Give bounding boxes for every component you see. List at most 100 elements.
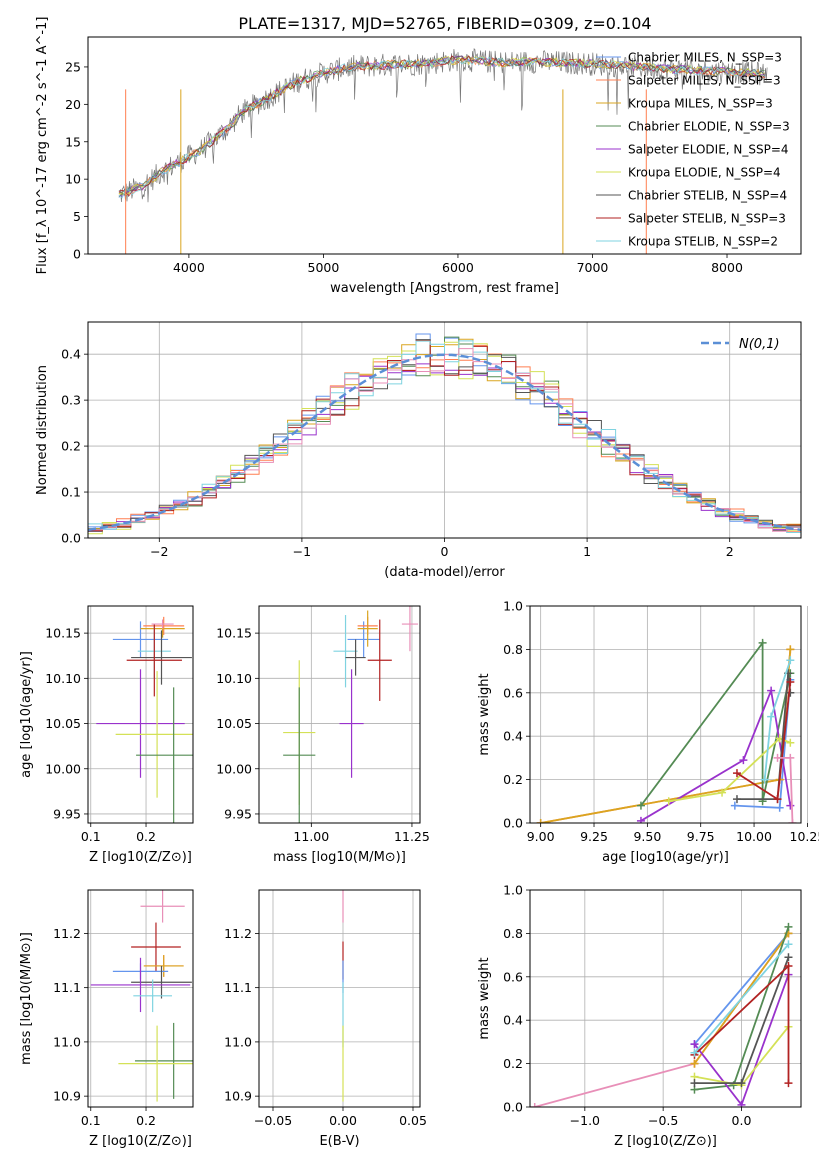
weight-line (693, 943, 790, 1054)
weight-marker (786, 753, 795, 762)
y-tick-label: 10.15 (45, 626, 81, 641)
y-tick-label: 0.8 (503, 642, 523, 657)
x-tick-label: 11.00 (293, 829, 329, 844)
y-tick-label: 11.1 (224, 980, 252, 995)
x-tick-label: 2 (726, 544, 734, 559)
y-tick-label: 10.9 (224, 1089, 252, 1104)
x-axis-label: E(B-V) (319, 1134, 359, 1149)
y-tick-label: 1.0 (503, 883, 523, 898)
weight-marker (690, 1040, 699, 1049)
y-tick-label: 10.10 (45, 671, 81, 686)
axes-frame (87, 889, 194, 1108)
panel-weight_vs_age: 9.00 9.25 9.50 9.75 10.00 10.25 0.0 0.2 0.4 0.6 0.… (477, 599, 819, 866)
weight-marker (636, 801, 645, 810)
y-tick-label: 11.0 (53, 1034, 81, 1049)
weight-marker (788, 819, 797, 823)
y-tick-label: 0.0 (503, 816, 523, 831)
spectrum-model-line (118, 56, 765, 199)
weight-line (640, 640, 792, 807)
legend-entry: N(0,1) (739, 337, 780, 352)
plot-area (536, 638, 797, 823)
weight-marker (784, 953, 793, 962)
x-tick-label: 9.50 (633, 829, 661, 844)
weight-marker (786, 677, 795, 686)
panel-age_vs_Z: 0.1 0.2 9.95 10.00 10.05 10.10 10.15 Z [log10(Z… (19, 605, 194, 865)
axes-frame (87, 321, 802, 539)
residual-histogram (88, 340, 801, 533)
weight-line (668, 737, 791, 803)
weight-marker (536, 819, 545, 823)
plot-area (118, 48, 768, 254)
x-axis-label: Z [log10(Z/Z⊙)] (89, 850, 192, 865)
weight-marker (758, 638, 767, 647)
y-tick-label: 0.2 (61, 439, 81, 454)
y-tick-label: 20 (65, 97, 81, 112)
weight-marker (784, 922, 793, 931)
y-tick-label: 0.0 (61, 531, 81, 546)
x-tick-label: 0.1 (81, 1113, 101, 1128)
axes-frame (258, 605, 421, 824)
y-tick-label: 11.0 (224, 1034, 252, 1049)
x-tick-label: 7000 (577, 260, 609, 275)
plot-area (283, 606, 418, 823)
plot-area (96, 616, 193, 823)
weight-marker (786, 688, 795, 697)
x-axis-label: wavelength [Angstrom, rest frame] (330, 281, 559, 296)
spectrum-model-line (118, 55, 765, 197)
x-tick-label: −1.0 (570, 1113, 600, 1128)
y-tick-label: 15 (65, 134, 81, 149)
legend-entry: Chabrier MILES, N_SSP=3 (628, 51, 782, 65)
spectrum-model-line (118, 55, 765, 197)
y-tick-label: 10 (65, 172, 81, 187)
y-tick-label: 10.9 (53, 1089, 81, 1104)
axes-frame (529, 605, 802, 824)
axes-frame (258, 889, 421, 1108)
x-tick-label: 4000 (173, 260, 205, 275)
x-tick-label: 5000 (308, 260, 340, 275)
x-tick-label: 0.0 (732, 1113, 752, 1128)
legend-entry: Chabrier ELODIE, N_SSP=3 (628, 120, 790, 134)
panel-weight_vs_Z: −1.0 −0.5 0.0 0.0 0.2 0.4 0.6 0.8 1.0 Z [log10(Z/… (477, 883, 802, 1149)
y-tick-label: 0.8 (503, 926, 523, 941)
x-tick-label: 10.25 (790, 829, 819, 844)
legend-entry: Salpeter STELIB, N_SSP=3 (628, 212, 786, 226)
weight-marker (767, 712, 776, 721)
weight-marker (784, 961, 793, 970)
x-tick-label: 9.25 (580, 829, 608, 844)
y-tick-label: 9.95 (224, 806, 252, 821)
residual-histogram (88, 348, 801, 532)
panel-spectrum: 4000 5000 6000 7000 8000 0 5 10 15 20 25 wavelength… (35, 17, 802, 296)
x-axis-label: Z [log10(Z/Z⊙)] (89, 1134, 192, 1149)
weight-line (737, 673, 792, 800)
legend-entry: Kroupa MILES, N_SSP=3 (628, 97, 773, 111)
x-tick-label: 0.2 (136, 1113, 156, 1128)
figure-title: PLATE=1317, MJD=52765, FIBERID=0309, z=0… (238, 14, 651, 33)
y-axis-label: Flux [f_λ 10^-17 erg cm^-2 s^-1 A^-1] (35, 17, 50, 275)
panel-mass_vs_ebv: −0.05 0.00 0.05 10.9 11.0 11.1 11.2 E(B-V) (224, 889, 427, 1149)
y-tick-label: 0.6 (503, 685, 523, 700)
weight-line (640, 687, 792, 822)
axes-frame (529, 889, 802, 1108)
y-tick-label: 11.2 (53, 926, 81, 941)
weight-marker (775, 803, 784, 812)
x-tick-label: 0.1 (81, 829, 101, 844)
y-axis-label: age [log10(age/yr)] (19, 651, 34, 778)
y-tick-label: 10.00 (45, 761, 81, 776)
plot-area (90, 890, 193, 1102)
weight-marker (690, 1079, 699, 1088)
y-tick-label: 9.95 (53, 806, 81, 821)
y-tick-label: 0.3 (61, 393, 81, 408)
x-tick-label: 0 (441, 544, 449, 559)
weight-line (534, 1062, 695, 1107)
weight-marker (760, 775, 769, 784)
weight-marker (690, 1048, 699, 1057)
y-axis-label: mass [log10(M/M⊙)] (19, 932, 34, 1065)
weight-marker (737, 1100, 746, 1107)
y-tick-label: 0.0 (503, 1100, 523, 1115)
x-tick-label: −0.5 (648, 1113, 678, 1128)
legend-entry: Kroupa STELIB, N_SSP=2 (628, 235, 778, 249)
y-tick-label: 11.2 (224, 926, 252, 941)
legend-entry: Chabrier STELIB, N_SSP=4 (628, 189, 787, 203)
weight-marker (773, 753, 782, 762)
